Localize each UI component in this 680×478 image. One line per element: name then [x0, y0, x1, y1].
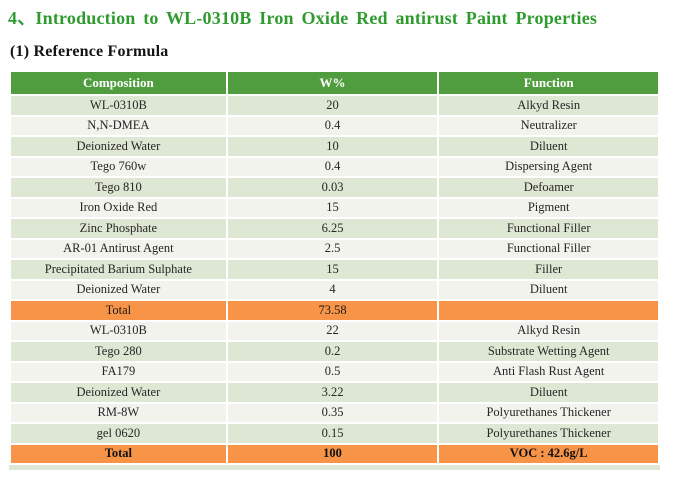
cell-function: Anti Flash Rust Agent — [439, 362, 658, 381]
cell-function: Functional Filler — [439, 239, 658, 258]
cell-w-percent: 3.22 — [227, 383, 438, 402]
cell-w-percent: 0.4 — [227, 116, 438, 135]
cell-function: Filler — [439, 260, 658, 279]
cell-composition: Zinc Phosphate — [11, 219, 226, 238]
table-row: FA179 0.5 Anti Flash Rust Agent — [11, 362, 658, 381]
cell-composition: WL-0310B — [11, 321, 226, 340]
cell-function: VOC : 42.6g/L — [439, 444, 658, 463]
table-row: WL-0310B 20 Alkyd Resin — [11, 96, 658, 115]
cell-composition: Total — [11, 444, 226, 463]
cell-composition: AR-01 Antirust Agent — [11, 239, 226, 258]
table-row: N,N-DMEA 0.4 Neutralizer — [11, 116, 658, 135]
cell-composition: N,N-DMEA — [11, 116, 226, 135]
cell-w-percent: 0.4 — [227, 157, 438, 176]
cell-function: Alkyd Resin — [439, 321, 658, 340]
cell-composition: Tego 810 — [11, 178, 226, 197]
table-row: Tego 280 0.2 Substrate Wetting Agent — [11, 342, 658, 361]
cell-function: Defoamer — [439, 178, 658, 197]
cell-w-percent: 2.5 — [227, 239, 438, 258]
cell-composition: Tego 280 — [11, 342, 226, 361]
cell-composition: WL-0310B — [11, 96, 226, 115]
column-header-function: Function — [439, 72, 658, 94]
column-header-w-percent: W% — [227, 72, 438, 94]
header-row: Composition W% Function — [11, 72, 658, 94]
table-row: Total 100 VOC : 42.6g/L — [11, 444, 658, 463]
table-row: Deionized Water 10 Diluent — [11, 137, 658, 156]
cell-composition: Total — [11, 301, 226, 320]
cell-w-percent: 4 — [227, 280, 438, 299]
cell-function: Neutralizer — [439, 116, 658, 135]
cell-w-percent: 10 — [227, 137, 438, 156]
cell-w-percent: 6.25 — [227, 219, 438, 238]
table-row: AR-01 Antirust Agent 2.5 Functional Filler — [11, 239, 658, 258]
cell-composition: Deionized Water — [11, 137, 226, 156]
table-row: Total 73.58 — [11, 301, 658, 320]
cell-w-percent: 0.5 — [227, 362, 438, 381]
cell-composition: Deionized Water — [11, 383, 226, 402]
cell-function — [439, 301, 658, 320]
cell-function: Diluent — [439, 137, 658, 156]
table-row: RM-8W 0.35 Polyurethanes Thickener — [11, 403, 658, 422]
cell-function: Polyurethanes Thickener — [439, 424, 658, 443]
reference-formula-table: Composition W% Function WL-0310B 20 Alkyd … — [9, 70, 660, 465]
table-row: Iron Oxide Red 15 Pigment — [11, 198, 658, 217]
table-header: Composition W% Function — [11, 72, 658, 94]
cell-w-percent: 0.15 — [227, 424, 438, 443]
cell-function: Dispersing Agent — [439, 157, 658, 176]
cell-function: Pigment — [439, 198, 658, 217]
cell-w-percent: 0.2 — [227, 342, 438, 361]
cell-w-percent: 73.58 — [227, 301, 438, 320]
cell-w-percent: 15 — [227, 260, 438, 279]
cell-composition: FA179 — [11, 362, 226, 381]
cell-composition: Precipitated Barium Sulphate — [11, 260, 226, 279]
table-row: Precipitated Barium Sulphate 15 Filler — [11, 260, 658, 279]
table-row: gel 0620 0.15 Polyurethanes Thickener — [11, 424, 658, 443]
cell-composition: Iron Oxide Red — [11, 198, 226, 217]
cell-function: Diluent — [439, 383, 658, 402]
cell-composition: RM-8W — [11, 403, 226, 422]
cell-w-percent: 22 — [227, 321, 438, 340]
cell-function: Functional Filler — [439, 219, 658, 238]
cell-w-percent: 20 — [227, 96, 438, 115]
column-header-composition: Composition — [11, 72, 226, 94]
table-row: Tego 760w 0.4 Dispersing Agent — [11, 157, 658, 176]
table-row: Deionized Water 4 Diluent — [11, 280, 658, 299]
cell-function: Alkyd Resin — [439, 96, 658, 115]
table-row: Zinc Phosphate 6.25 Functional Filler — [11, 219, 658, 238]
page-title: 4、Introduction to WL-0310B Iron Oxide Re… — [8, 8, 598, 28]
cell-w-percent: 0.03 — [227, 178, 438, 197]
cell-composition: Deionized Water — [11, 280, 226, 299]
table-row: Tego 810 0.03 Defoamer — [11, 178, 658, 197]
cell-function: Substrate Wetting Agent — [439, 342, 658, 361]
table-row: Deionized Water 3.22 Diluent — [11, 383, 658, 402]
cell-w-percent: 100 — [227, 444, 438, 463]
section-subtitle: (1) Reference Formula — [10, 43, 169, 60]
table-bottom-strip — [9, 465, 660, 470]
cell-w-percent: 15 — [227, 198, 438, 217]
cell-w-percent: 0.35 — [227, 403, 438, 422]
table-row: WL-0310B 22 Alkyd Resin — [11, 321, 658, 340]
cell-function: Diluent — [439, 280, 658, 299]
cell-composition: Tego 760w — [11, 157, 226, 176]
formula-table-body: WL-0310B 20 Alkyd Resin N,N-DMEA 0.4 Neutrali… — [11, 96, 658, 463]
cell-function: Polyurethanes Thickener — [439, 403, 658, 422]
cell-composition: gel 0620 — [11, 424, 226, 443]
